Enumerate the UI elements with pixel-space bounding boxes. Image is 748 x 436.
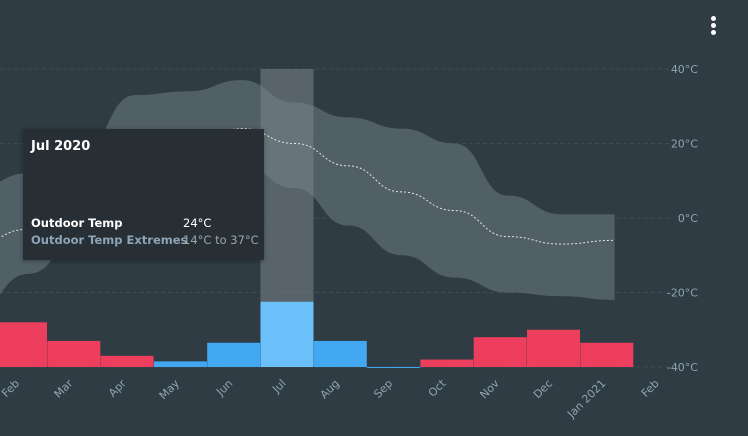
vertical-dots-icon [710,23,716,28]
x-tick-label: Mar [52,377,76,401]
more-options-button[interactable] [702,14,724,40]
y-tick-label: 40°C [671,63,698,76]
x-tick-label: Jul [269,377,288,396]
x-tick-label: Feb [0,377,22,400]
bar-10 [527,329,580,367]
bar-11 [580,342,634,367]
x-tick-label: Aug [318,377,342,401]
bar-2 [100,355,154,367]
tooltip-row-extremes: Outdoor Temp Extremes14°C to 37°C [31,233,259,247]
tooltip-row-outdoor-temp: Outdoor Temp 24°C [31,216,211,230]
x-tick-label: Sep [371,377,395,401]
tooltip-label: Outdoor Temp [31,216,123,230]
vertical-dots-icon [710,16,716,21]
y-tick-label: 20°C [671,138,698,151]
x-tick-label: May [157,377,183,403]
x-tick-label: Nov [477,377,502,402]
tooltip-value: 14°C to 37°C [183,233,259,247]
bar-8 [420,359,474,367]
y-tick-label: 0°C [678,212,698,225]
x-tick-label: Dec [531,377,555,401]
bar-3 [153,361,207,367]
bar-7 [367,367,421,368]
chart-tooltip: Jul 2020 Outdoor Temp 24°C Outdoor Temp E… [23,129,264,260]
bar-6 [313,340,367,367]
bar-highlight [260,301,314,367]
y-tick-label: -20°C [667,287,698,300]
bar-9 [473,337,527,367]
y-tick-label: -40°C [667,361,698,374]
tooltip-value: 24°C [183,216,212,230]
tooltip-label: Outdoor Temp Extremes [31,233,188,247]
bar-4 [207,342,261,367]
x-tick-label: Apr [106,377,129,400]
x-tick-label: Oct [426,376,449,399]
x-tick-label: Feb [639,377,662,400]
x-tick-label: Jan 2021 [564,377,608,421]
bar-0 [0,322,47,367]
bar-1 [47,340,101,367]
vertical-dots-icon [710,30,716,35]
tooltip-title: Jul 2020 [31,139,91,154]
x-tick-label: Jun [213,377,235,399]
